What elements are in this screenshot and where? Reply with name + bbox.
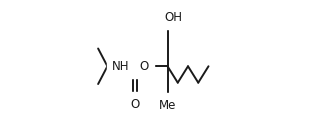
Text: Me: Me — [159, 99, 176, 112]
Text: NH: NH — [112, 60, 130, 73]
Text: O: O — [130, 98, 139, 111]
Text: O: O — [140, 60, 149, 73]
Text: OH: OH — [164, 11, 182, 24]
